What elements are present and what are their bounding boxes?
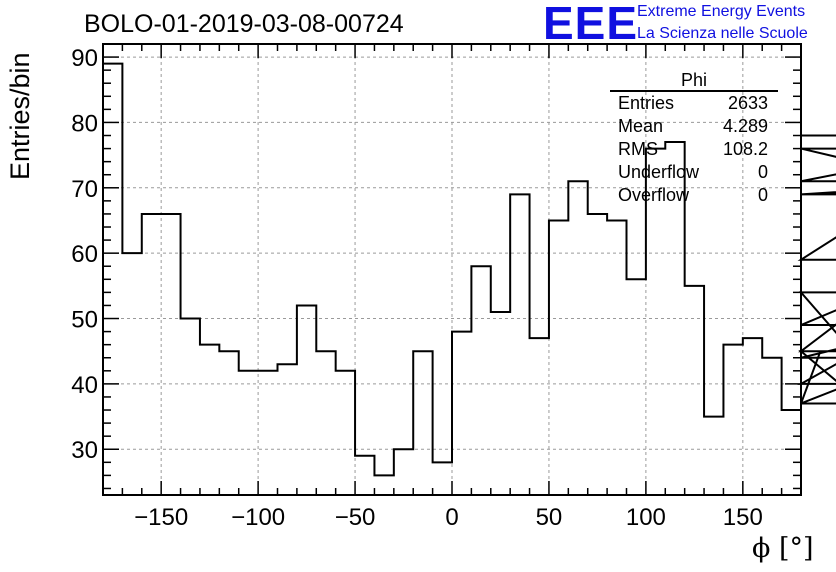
x-tick-label: 0 bbox=[445, 504, 458, 531]
histogram-bin bbox=[607, 220, 626, 495]
histogram-bin bbox=[568, 181, 587, 495]
y-tick-label: 50 bbox=[71, 307, 98, 334]
histogram-bin bbox=[181, 319, 200, 495]
histogram-bin bbox=[278, 364, 297, 495]
histogram-bin bbox=[627, 279, 646, 495]
stats-value: 108.2 bbox=[722, 139, 768, 159]
histogram-bin bbox=[297, 305, 316, 495]
chart-title: BOLO-01-2019-03-08-00724 bbox=[84, 10, 404, 38]
histogram-bin bbox=[471, 266, 490, 495]
histogram-bin bbox=[762, 358, 781, 495]
stats-label: Overflow bbox=[618, 185, 690, 205]
y-tick-label: 70 bbox=[71, 176, 98, 203]
logo-caption-line-1: Extreme Energy Events bbox=[637, 3, 806, 20]
histogram-bin bbox=[452, 332, 471, 495]
stats-title: Phi bbox=[610, 70, 778, 92]
histogram-bin bbox=[491, 312, 510, 495]
histogram-outline bbox=[102, 62, 836, 495]
x-axis-label: ϕ [°] bbox=[752, 533, 814, 564]
histogram-bin bbox=[336, 371, 355, 495]
eee-logo: EEE bbox=[543, 0, 639, 49]
x-tick-label: 150 bbox=[723, 504, 763, 531]
stats-box: Phi Entries 2633 Mean 4.289 RMS 108.2 Un… bbox=[610, 70, 778, 207]
y-axis-label: Entries/bin bbox=[5, 52, 35, 180]
x-tick-label: −150 bbox=[134, 504, 188, 531]
y-axis: 30 40 50 60 70 80 90 bbox=[71, 43, 801, 490]
x-tick-label: 50 bbox=[536, 504, 563, 531]
stats-row-rms: RMS 108.2 bbox=[610, 138, 778, 161]
stats-row-mean: Mean 4.289 bbox=[610, 115, 778, 138]
stats-label: Entries bbox=[618, 93, 675, 113]
y-tick-label: 80 bbox=[71, 110, 98, 137]
y-tick-label: 60 bbox=[71, 241, 98, 268]
histogram-bin bbox=[413, 351, 432, 495]
histogram-bin bbox=[219, 351, 238, 495]
histogram-bin bbox=[433, 462, 452, 495]
stats-label: Mean bbox=[618, 116, 664, 136]
histogram-bin bbox=[200, 345, 219, 495]
histogram-bin bbox=[530, 338, 549, 495]
histogram-bin bbox=[258, 371, 277, 495]
histogram-bin bbox=[142, 214, 161, 495]
stats-value: 2633 bbox=[727, 93, 768, 113]
histogram-bin bbox=[723, 345, 742, 495]
histogram-bin bbox=[704, 417, 723, 495]
stats-label: RMS bbox=[618, 139, 658, 159]
histogram-bin bbox=[122, 253, 141, 495]
stats-value: 0 bbox=[757, 162, 768, 182]
histogram-bin bbox=[355, 456, 374, 495]
histogram-bin bbox=[316, 351, 335, 495]
histogram-bin bbox=[685, 286, 704, 495]
stats-row-entries: Entries 2633 bbox=[610, 92, 778, 115]
stats-label: Underflow bbox=[618, 162, 700, 182]
y-tick-label: 40 bbox=[71, 372, 98, 399]
stats-row-underflow: Underflow 0 bbox=[610, 161, 778, 184]
histogram-bin bbox=[510, 194, 529, 495]
histogram-bin bbox=[374, 475, 393, 495]
stats-value: 4.289 bbox=[722, 116, 768, 136]
histogram-bin bbox=[549, 220, 568, 495]
y-tick-label: 30 bbox=[71, 437, 98, 464]
x-axis: −150 −100 −50 0 50 100 150 bbox=[102, 44, 802, 531]
histogram-bin bbox=[161, 214, 180, 495]
x-tick-label: −100 bbox=[231, 504, 285, 531]
x-tick-label: −50 bbox=[335, 504, 376, 531]
stats-row-overflow: Overflow 0 bbox=[610, 184, 778, 207]
histogram-bin bbox=[743, 338, 762, 495]
histogram-bin bbox=[588, 214, 607, 495]
y-tick-label: 90 bbox=[71, 45, 98, 72]
histogram-bin bbox=[394, 449, 413, 495]
stats-value: 0 bbox=[757, 185, 768, 205]
histogram-bin bbox=[239, 371, 258, 495]
logo-caption-line-2: La Scienza nelle Scuole bbox=[637, 25, 808, 42]
x-tick-label: 100 bbox=[626, 504, 666, 531]
